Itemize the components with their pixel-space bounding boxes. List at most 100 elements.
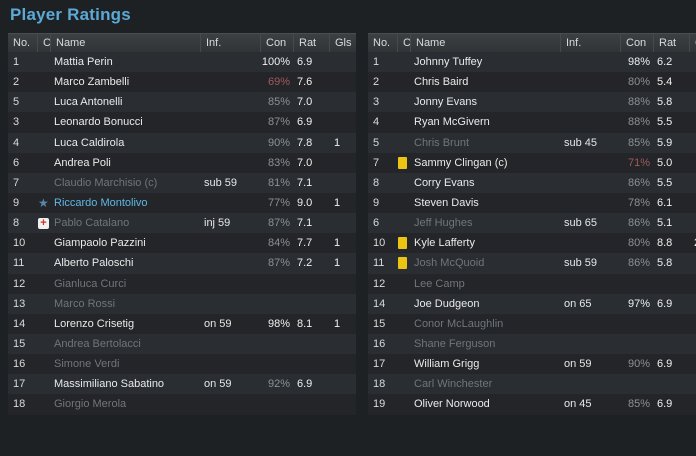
column-header-con[interactable]: Con (620, 34, 653, 52)
player-row[interactable]: 5 Chris Brunt sub 45 85% 5.9 (368, 132, 696, 153)
player-row[interactable]: 2 Chris Baird 80% 5.4 (368, 72, 696, 93)
player-name[interactable]: Andrea Bertolacci (54, 337, 141, 350)
player-row[interactable]: 15 Andrea Bertolacci (8, 333, 356, 355)
column-header-gls[interactable]: Gls (329, 34, 356, 52)
player-name[interactable]: Chris Brunt (414, 136, 470, 149)
player-row[interactable]: 12 Gianluca Curci (8, 273, 356, 294)
player-row[interactable]: 2 Marco Zambelli 69% 7.6 (8, 72, 356, 93)
player-row[interactable]: 7 Claudio Marchisio (c) sub 59 81% 7.1 (8, 172, 356, 193)
player-name[interactable]: Jonny Evans (414, 96, 477, 109)
player-name[interactable]: Oliver Norwood (414, 398, 490, 411)
column-header-c[interactable]: C (37, 34, 50, 52)
player-name[interactable]: Alberto Paloschi (54, 257, 134, 270)
column-header-no[interactable]: No. (13, 37, 31, 49)
column-header-c[interactable]: C (397, 34, 410, 52)
player-name[interactable]: Giorgio Merola (54, 398, 127, 411)
player-row[interactable]: 7 Sammy Clingan (c) 71% 5.0 (368, 152, 696, 173)
player-number: 2 (13, 76, 20, 89)
column-header-rat[interactable]: Rat (653, 34, 689, 52)
player-row[interactable]: 10 Kyle Lafferty 80% 8.8 2 (368, 233, 696, 254)
player-name[interactable]: Massimiliano Sabatino (54, 378, 165, 391)
column-header-inf[interactable]: Inf. (560, 34, 620, 52)
player-name[interactable]: Corry Evans (414, 176, 475, 189)
column-header-name[interactable]: Name (410, 34, 560, 52)
player-row[interactable]: 18 Giorgio Merola (8, 394, 356, 415)
player-name[interactable]: Luca Caldirola (54, 136, 125, 149)
table-body: 1 Mattia Perin 100% 6.9 2 Marco Zambelli 69% 7.… (8, 52, 356, 415)
player-row[interactable]: 8 Corry Evans 86% 5.5 (368, 172, 696, 193)
player-name[interactable]: William Grigg (414, 358, 480, 371)
player-name[interactable]: Joe Dudgeon (414, 297, 480, 310)
column-header-con[interactable]: Con (260, 34, 293, 52)
player-name[interactable]: Sammy Clingan (c) (414, 156, 508, 169)
player-name[interactable]: Steven Davis (414, 196, 479, 209)
player-row[interactable]: 4 Ryan McGivern 88% 5.5 (368, 112, 696, 133)
player-name[interactable]: Mattia Perin (54, 56, 113, 68)
player-info: on 45 (564, 398, 592, 411)
player-name[interactable]: Chris Baird (414, 76, 469, 89)
player-row[interactable]: 6 Andrea Poli 83% 7.0 (8, 152, 356, 173)
player-row[interactable]: 15 Conor McLaughlin (368, 313, 696, 334)
player-name[interactable]: Lorenzo Crisetig (54, 317, 135, 330)
player-name[interactable]: Leonardo Bonucci (54, 116, 143, 129)
player-row[interactable]: 13 Marco Rossi (8, 293, 356, 314)
player-row[interactable]: 5 Luca Antonelli 85% 7.0 (8, 92, 356, 113)
player-row[interactable]: 16 Simone Verdi (8, 354, 356, 375)
player-row[interactable]: 14 Joe Dudgeon on 65 97% 6.9 (368, 293, 696, 314)
player-condition: 80% (627, 237, 650, 250)
player-name[interactable]: Kyle Lafferty (414, 237, 475, 250)
column-header-no[interactable]: No. (373, 37, 391, 49)
player-row[interactable]: 4 Luca Caldirola 90% 7.8 1 (8, 132, 356, 153)
player-name[interactable]: Conor McLaughlin (414, 317, 504, 330)
player-row[interactable]: 3 Jonny Evans 88% 5.8 (368, 92, 696, 113)
player-name[interactable]: Simone Verdi (54, 358, 120, 371)
player-row[interactable]: 10 Giampaolo Pazzini 84% 7.7 1 (8, 233, 356, 254)
player-name[interactable]: Andrea Poli (54, 156, 111, 169)
player-row[interactable]: 12 Lee Camp (368, 273, 696, 294)
player-row[interactable]: 17 William Grigg on 59 90% 6.9 (368, 354, 696, 375)
player-name[interactable]: Pablo Catalano (54, 217, 130, 230)
player-name[interactable]: Claudio Marchisio (c) (54, 176, 158, 189)
player-row[interactable]: 1 Mattia Perin 100% 6.9 (8, 52, 356, 73)
player-name[interactable]: Carl Winchester (414, 378, 493, 391)
player-name[interactable]: Marco Zambelli (54, 76, 130, 89)
player-name[interactable]: Lee Camp (414, 277, 465, 290)
player-row[interactable]: 11 Josh McQuoid sub 59 86% 5.8 (368, 253, 696, 274)
player-name[interactable]: Johnny Tuffey (414, 56, 483, 68)
player-row[interactable]: 19 Oliver Norwood on 45 85% 6.9 (368, 394, 696, 415)
player-name[interactable]: Luca Antonelli (54, 96, 123, 109)
player-condition: 92% (267, 378, 290, 391)
player-condition: 81% (267, 176, 290, 189)
player-condition (260, 354, 293, 374)
column-header-inf[interactable]: Inf. (200, 34, 260, 52)
player-row[interactable]: 3 Leonardo Bonucci 87% 6.9 (8, 112, 356, 133)
player-name[interactable]: Giampaolo Pazzini (54, 237, 146, 250)
player-status-cell (37, 374, 50, 394)
player-row[interactable]: 9 ★ Riccardo Montolivo 77% 9.0 1 (8, 192, 356, 214)
player-name[interactable]: Riccardo Montolivo (54, 196, 148, 209)
player-condition: 71% (627, 156, 650, 169)
man-of-match-star-icon: ★ (38, 196, 49, 211)
player-goals (329, 354, 356, 374)
player-row[interactable]: 16 Shane Ferguson (368, 333, 696, 355)
player-name[interactable]: Josh McQuoid (414, 257, 485, 270)
player-name[interactable]: Jeff Hughes (414, 217, 473, 230)
player-row[interactable]: 11 Alberto Paloschi 87% 7.2 1 (8, 253, 356, 274)
player-row[interactable]: 17 Massimiliano Sabatino on 59 92% 6.9 (8, 374, 356, 395)
player-row[interactable]: 18 Carl Winchester (368, 374, 696, 395)
player-name[interactable]: Marco Rossi (54, 297, 116, 310)
player-name[interactable]: Gianluca Curci (54, 277, 127, 290)
player-row[interactable]: 9 Steven Davis 78% 6.1 (368, 192, 696, 214)
player-row[interactable]: 6 Jeff Hughes sub 65 86% 5.1 (368, 213, 696, 234)
player-name[interactable]: Ryan McGivern (414, 116, 490, 129)
column-header-name[interactable]: Name (50, 34, 200, 52)
player-name[interactable]: Shane Ferguson (414, 337, 496, 350)
player-info (200, 153, 260, 173)
player-row[interactable]: 1 Johnny Tuffey 98% 6.2 (368, 52, 696, 73)
player-row[interactable]: 14 Lorenzo Crisetig on 59 98% 8.1 1 (8, 313, 356, 334)
player-condition (620, 374, 653, 394)
column-header-rat[interactable]: Rat (293, 34, 329, 52)
column-header-gls[interactable]: Gls (689, 34, 696, 52)
player-number: 15 (373, 317, 386, 330)
player-row[interactable]: 8 + Pablo Catalano inj 59 87% 7.1 (8, 213, 356, 234)
